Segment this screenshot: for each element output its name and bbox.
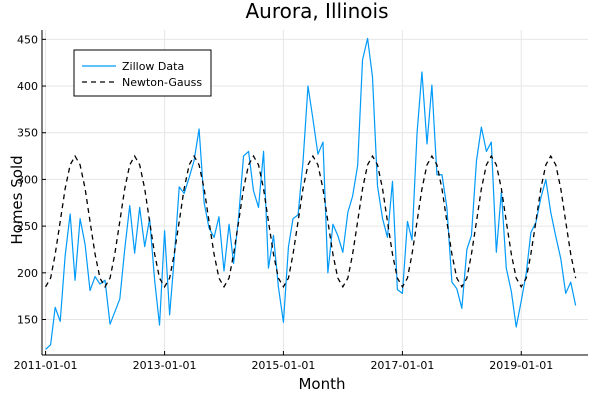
y-tick-label: 150: [17, 314, 38, 327]
y-tick-label: 350: [17, 127, 38, 140]
legend-label-zillow: Zillow Data: [122, 60, 184, 73]
y-axis-label: Homes Sold: [8, 155, 26, 244]
x-tick-label: 2017-01-01: [370, 359, 434, 372]
legend-label-newton-gauss: Newton-Gauss: [122, 76, 202, 89]
x-tick-label: 2013-01-01: [133, 359, 197, 372]
y-tick-label: 300: [17, 173, 38, 186]
y-tick-label: 450: [17, 33, 38, 46]
x-ticks: 2011-01-01 2013-01-01 2015-01-01 2017-01-01…: [14, 351, 553, 372]
x-axis-label: Month: [298, 375, 345, 393]
chart-title: Aurora, Illinois: [245, 0, 388, 23]
x-tick-label: 2011-01-01: [14, 359, 78, 372]
axes: [41, 30, 588, 356]
x-tick-label: 2015-01-01: [251, 359, 315, 372]
y-tick-label: 250: [17, 220, 38, 233]
y-tick-label: 400: [17, 80, 38, 93]
legend-box: [73, 49, 212, 97]
series-line-zillow: [45, 37, 577, 350]
x-tick-label: 2019-01-01: [489, 359, 553, 372]
y-tick-label: 200: [17, 267, 38, 280]
legend: Zillow Data Newton-Gauss: [73, 49, 212, 97]
y-ticks: 150 200 250 300 350 400 450: [17, 33, 46, 327]
series-line-newton-gauss: [45, 154, 577, 289]
series-layer: [45, 37, 577, 350]
